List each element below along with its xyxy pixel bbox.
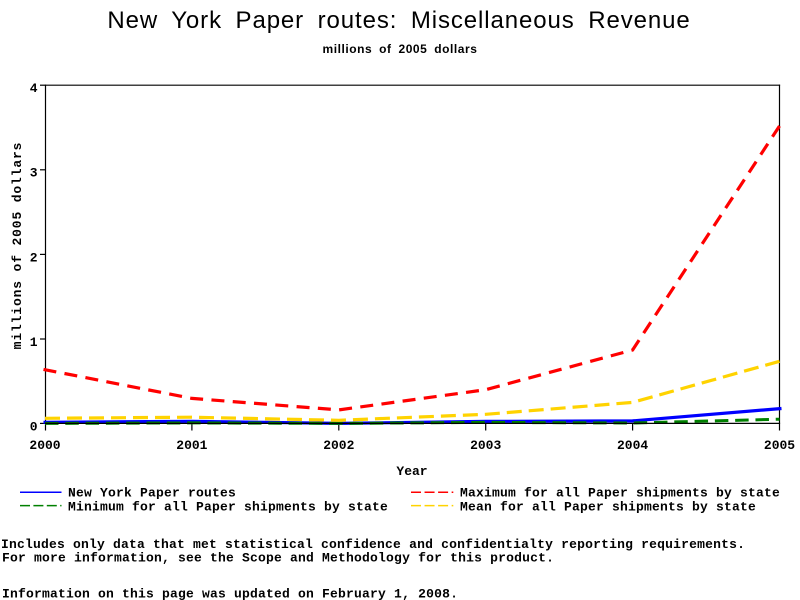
svg-text:1: 1 xyxy=(30,335,38,350)
svg-text:2003: 2003 xyxy=(470,438,501,453)
svg-text:Includes only data that met st: Includes only data that met statistical … xyxy=(1,537,745,552)
svg-text:For more information, see the: For more information, see the Scope and … xyxy=(2,551,554,566)
svg-text:millions of 2005 dollars: millions of 2005 dollars xyxy=(10,142,25,350)
svg-text:2000: 2000 xyxy=(29,438,60,453)
svg-text:2001: 2001 xyxy=(176,438,207,453)
svg-text:Mean for all Paper shipments b: Mean for all Paper shipments by state xyxy=(460,499,756,514)
svg-text:millions of 2005 dollars: millions of 2005 dollars xyxy=(323,42,478,56)
svg-text:2002: 2002 xyxy=(323,438,354,453)
svg-text:Year: Year xyxy=(396,464,427,479)
svg-text:New York Paper routes: Miscell: New York Paper routes: Miscellaneous Rev… xyxy=(107,7,690,34)
svg-text:2: 2 xyxy=(30,250,38,265)
svg-text:Information on this page was u: Information on this page was updated on … xyxy=(2,587,458,600)
svg-text:Minimum for all Paper shipment: Minimum for all Paper shipments by state xyxy=(68,499,388,514)
svg-text:3: 3 xyxy=(30,166,38,181)
svg-text:0: 0 xyxy=(30,420,38,435)
svg-text:2004: 2004 xyxy=(617,438,648,453)
svg-text:4: 4 xyxy=(30,81,38,96)
svg-text:Maximum for all Paper shipment: Maximum for all Paper shipments by state xyxy=(460,486,780,501)
svg-text:New York Paper routes: New York Paper routes xyxy=(68,486,236,501)
svg-text:2005: 2005 xyxy=(764,438,795,453)
